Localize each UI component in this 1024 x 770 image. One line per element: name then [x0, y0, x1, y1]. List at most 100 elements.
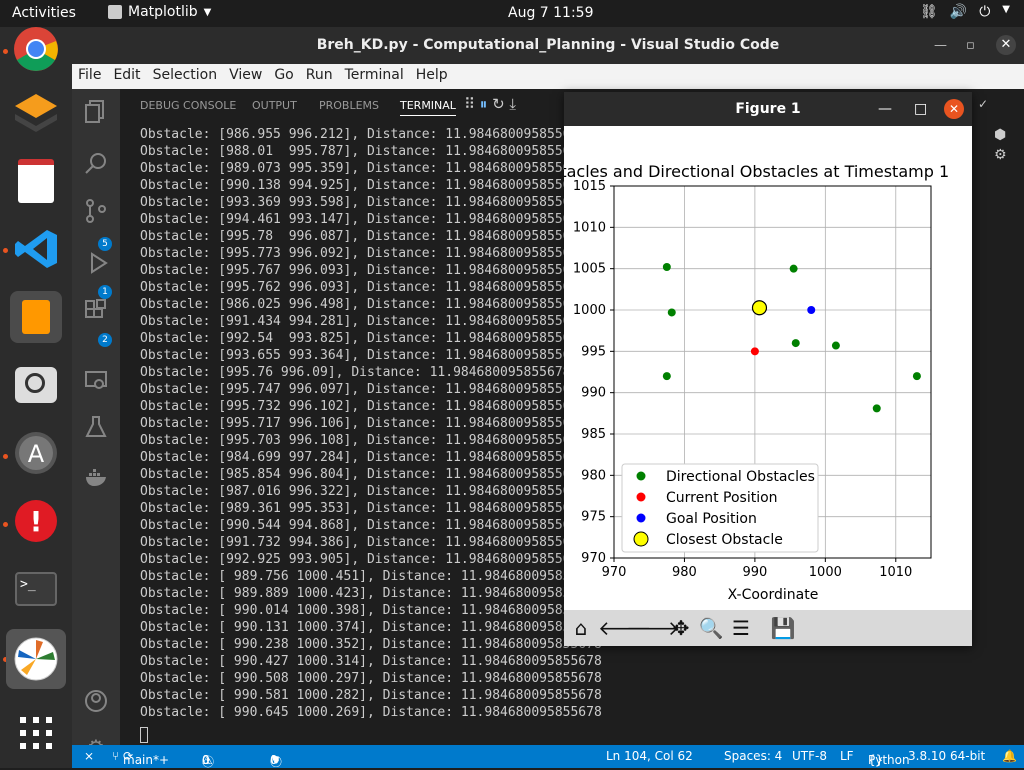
step-over-icon[interactable]: ⤓: [509, 95, 517, 113]
text-editor-icon[interactable]: [10, 155, 62, 207]
x-tick-label: 1010: [879, 565, 912, 580]
figure-toolbar: ⌂ 🡐 🡒 ✥ 🔍 ☰ 💾: [564, 610, 972, 646]
menu-file[interactable]: File: [78, 67, 102, 83]
home-icon[interactable]: ⌂: [574, 616, 588, 640]
figure-titlebar: Figure 1 — □ ✕: [564, 92, 972, 126]
clock[interactable]: Aug 7 11:59: [508, 5, 594, 21]
save-icon[interactable]: 💾: [770, 616, 796, 640]
indentation[interactable]: Spaces: 4: [724, 749, 783, 763]
data-point-directional-obstacles: [662, 263, 671, 272]
figure-window: Figure 1 — □ ✕ stacles and Directional O…: [564, 92, 972, 646]
terminal-line: Obstacle: [ 990.645 1000.269], Distance:…: [140, 705, 602, 720]
forward-icon[interactable]: 🡒: [626, 616, 680, 640]
tab-output[interactable]: OUTPUT: [252, 99, 297, 112]
software-updater-icon[interactable]: A: [10, 427, 62, 479]
close-button[interactable]: ✕: [996, 35, 1016, 55]
y-tick-label: 1005: [573, 262, 606, 277]
extensions-icon[interactable]: [84, 299, 108, 323]
right-panel-strip: ✓ ⬢ ⚙: [972, 89, 1024, 745]
menu-view[interactable]: View: [229, 67, 263, 83]
restart-icon[interactable]: ↻: [492, 95, 505, 113]
encoding[interactable]: UTF-8: [792, 749, 827, 763]
notifications-icon[interactable]: 🔔: [1002, 749, 1017, 763]
python-debug-icon[interactable]: ⬢: [994, 127, 1007, 143]
system-tray[interactable]: ⛓ 🔊 ⏻ ▼: [920, 4, 1010, 20]
remote-icon[interactable]: ⨯: [84, 749, 95, 763]
broadcast-icon: ⦿: [270, 755, 283, 769]
x-tick-label: 1000: [809, 565, 842, 580]
terminal-line: Obstacle: [989.073 995.359], Distance: 1…: [140, 161, 587, 176]
warning-count: 0: [202, 753, 210, 767]
run-badge: 1: [98, 285, 112, 299]
app-menu[interactable]: Matplotlib ▼: [108, 4, 211, 20]
y-tick-label: 970: [581, 551, 606, 566]
pan-icon[interactable]: ✥: [672, 616, 690, 640]
x-tick-label: 990: [742, 565, 767, 580]
x-tick-label: 970: [602, 565, 627, 580]
explorer-icon[interactable]: [84, 99, 108, 123]
debug-icon[interactable]: ⚙: [994, 147, 1007, 163]
terminal-line: Obstacle: [986.955 996.212], Distance: 1…: [140, 127, 587, 142]
menu-run[interactable]: Run: [305, 67, 333, 83]
run-debug-icon[interactable]: [84, 251, 108, 275]
activities-button[interactable]: Activities: [12, 5, 76, 21]
scm-badge: 5: [98, 237, 112, 251]
pause-icon[interactable]: ⏸: [479, 95, 488, 113]
remote-explorer-icon[interactable]: [84, 369, 108, 393]
scatter-plot: stacles and Directional Obstacles at Tim…: [564, 162, 949, 603]
power-icon: ⏻: [979, 4, 991, 20]
configure-subplots-icon[interactable]: ☰: [732, 616, 750, 640]
chrome-icon[interactable]: [10, 23, 62, 75]
docker-icon[interactable]: [84, 465, 108, 489]
sublime-text-icon[interactable]: [10, 291, 62, 343]
terminal-line: Obstacle: [993.369 993.598], Distance: 1…: [140, 195, 587, 210]
search-icon[interactable]: [84, 151, 108, 175]
cursor-position[interactable]: Ln 104, Col 62: [606, 749, 693, 763]
window-titlebar: Breh_KD.py - Computational_Planning - Vi…: [72, 27, 1024, 64]
language-label: Python: [868, 753, 910, 767]
legend-marker: [633, 531, 649, 547]
close-button[interactable]: ✕: [944, 99, 964, 119]
tab-debug-console[interactable]: DEBUG CONSOLE: [140, 99, 237, 112]
terminal-icon[interactable]: >_: [10, 563, 62, 615]
account-icon[interactable]: [84, 689, 108, 713]
tab-terminal[interactable]: TERMINAL: [400, 99, 456, 116]
gnome-top-bar: Activities Matplotlib ▼ Aug 7 11:59 ⛓ 🔊 …: [0, 0, 1024, 27]
zoom-icon[interactable]: 🔍: [698, 616, 724, 640]
minimize-button[interactable]: —: [878, 101, 892, 117]
maximize-button[interactable]: ▫: [966, 38, 975, 53]
source-control-icon[interactable]: [84, 199, 108, 223]
testing-icon[interactable]: [84, 415, 108, 439]
chevron-down-icon[interactable]: ✓: [978, 97, 989, 111]
show-applications-icon[interactable]: [10, 707, 62, 759]
error-icon: ⓧ: [202, 755, 215, 769]
ports-count: 0: [270, 753, 278, 767]
menu-selection[interactable]: Selection: [152, 67, 218, 83]
image-viewer-icon[interactable]: [10, 359, 62, 411]
sublime-merge-icon[interactable]: [10, 87, 62, 139]
vscode-icon[interactable]: [10, 223, 62, 275]
error-report-icon[interactable]: !: [10, 495, 62, 547]
tab-problems[interactable]: PROBLEMS: [319, 99, 380, 112]
debug-toolbar[interactable]: ⠿ ⏸ ↻ ⤓: [464, 95, 517, 113]
menu-help[interactable]: Help: [415, 67, 448, 83]
branch-indicator[interactable]: ⑂ main*+ ⟳: [112, 749, 170, 767]
data-point-closest-obstacle: [751, 300, 768, 316]
menu-go[interactable]: Go: [274, 67, 294, 83]
menu-edit[interactable]: Edit: [113, 67, 141, 83]
back-icon[interactable]: 🡐: [598, 616, 652, 640]
chart-title: stacles and Directional Obstacles at Tim…: [564, 162, 949, 181]
extensions-badge: 2: [98, 333, 112, 347]
eol[interactable]: LF: [840, 749, 854, 763]
svg-text:!: !: [30, 505, 43, 538]
legend-marker: [636, 471, 646, 481]
x-axis-label: X-Coordinate: [728, 587, 819, 603]
menu-terminal[interactable]: Terminal: [344, 67, 404, 83]
terminal-line: Obstacle: [995.76 996.09], Distance: 11.…: [140, 365, 571, 380]
matplotlib-figure-icon[interactable]: [6, 629, 66, 689]
data-point-directional-obstacles: [662, 372, 671, 381]
python-interpreter[interactable]: 3.8.10 64-bit: [908, 749, 986, 763]
terminal-line: Obstacle: [987.016 996.322], Distance: 1…: [140, 484, 587, 499]
minimize-button[interactable]: —: [934, 38, 947, 53]
maximize-button[interactable]: □: [914, 101, 928, 117]
